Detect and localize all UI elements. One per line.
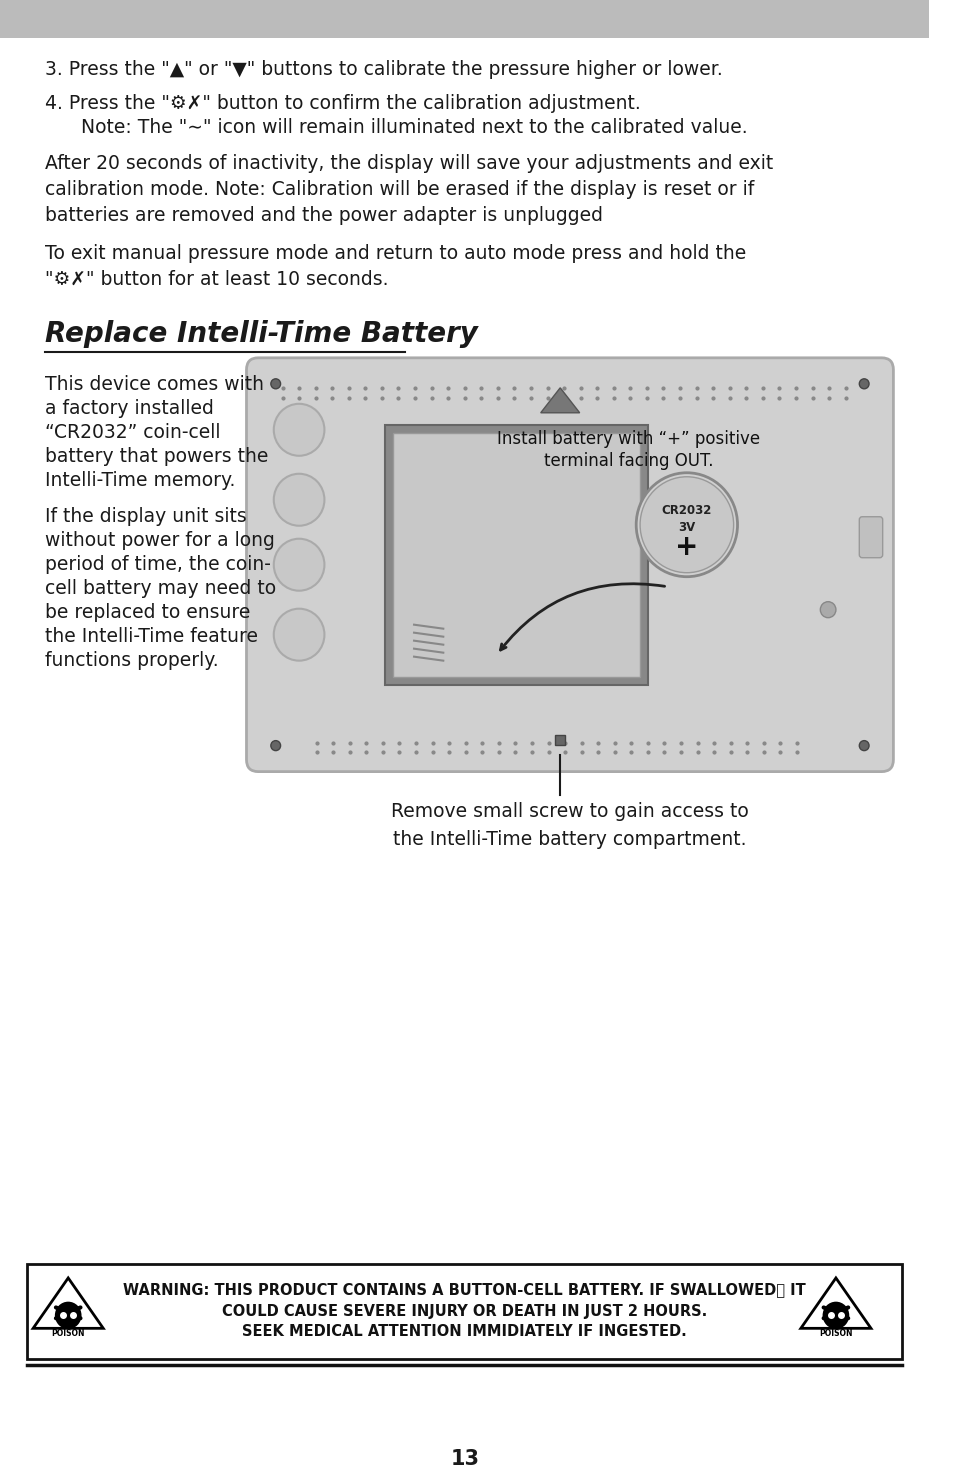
Circle shape [821,1301,848,1329]
Text: +: + [675,532,698,560]
Circle shape [274,609,324,661]
Bar [28,1264,902,1360]
Circle shape [859,379,868,389]
FancyBboxPatch shape [246,358,892,771]
Text: Install battery with “+” positive: Install battery with “+” positive [497,429,760,448]
Text: terminal facing OUT.: terminal facing OUT. [543,451,713,469]
Text: 4. Press the "⚙✗" button to confirm the calibration adjustment.: 4. Press the "⚙✗" button to confirm the … [45,94,639,114]
Circle shape [274,538,324,590]
Bar [384,425,647,684]
Text: without power for a long: without power for a long [45,531,274,550]
Text: COULD CAUSE SEVERE INJURY OR DEATH IN JUST 2 HOURS.: COULD CAUSE SEVERE INJURY OR DEATH IN JU… [222,1304,706,1319]
Text: cell battery may need to: cell battery may need to [45,578,275,597]
Text: Remove small screw to gain access to: Remove small screw to gain access to [391,801,748,820]
Text: batteries are removed and the power adapter is unplugged: batteries are removed and the power adap… [45,207,602,224]
Circle shape [636,473,737,577]
Text: POISON: POISON [51,1329,85,1338]
Text: "⚙✗" button for at least 10 seconds.: "⚙✗" button for at least 10 seconds. [45,270,388,289]
Text: This device comes with: This device comes with [45,375,264,394]
Text: If the display unit sits: If the display unit sits [45,507,246,525]
Text: battery that powers the: battery that powers the [45,447,268,466]
Polygon shape [33,1277,103,1329]
Text: 3. Press the "▲" or "▼" buttons to calibrate the pressure higher or lower.: 3. Press the "▲" or "▼" buttons to calib… [45,60,721,80]
Polygon shape [540,388,579,413]
Bar [555,735,564,745]
Circle shape [820,602,835,618]
Text: “CR2032” coin-cell: “CR2032” coin-cell [45,423,220,442]
Text: To exit manual pressure mode and return to auto mode press and hold the: To exit manual pressure mode and return … [45,243,745,263]
Text: Replace Intelli-Time Battery: Replace Intelli-Time Battery [45,320,477,348]
Circle shape [274,404,324,456]
Text: be replaced to ensure: be replaced to ensure [45,603,250,621]
Circle shape [639,476,733,572]
Text: 3V: 3V [678,521,695,534]
Text: WARNING: THIS PRODUCT CONTAINS A BUTTON-CELL BATTERY. IF SWALLOWED， IT: WARNING: THIS PRODUCT CONTAINS A BUTTON-… [123,1282,805,1298]
FancyBboxPatch shape [859,516,882,558]
Text: functions properly.: functions properly. [45,650,218,670]
Bar [393,432,639,677]
Circle shape [271,379,280,389]
Text: calibration mode. Note: Calibration will be erased if the display is reset or if: calibration mode. Note: Calibration will… [45,180,753,199]
Text: POISON: POISON [819,1329,852,1338]
Circle shape [859,740,868,751]
Circle shape [55,1301,81,1329]
Text: Note: The "∼" icon will remain illuminated next to the calibrated value.: Note: The "∼" icon will remain illuminat… [45,118,746,137]
Text: the Intelli-Time battery compartment.: the Intelli-Time battery compartment. [393,829,746,848]
Circle shape [274,473,324,525]
Bar [0,0,928,38]
Text: Intelli-Time memory.: Intelli-Time memory. [45,471,235,490]
Text: the Intelli-Time feature: the Intelli-Time feature [45,627,257,646]
Text: SEEK MEDICAL ATTENTION IMMIDIATELY IF INGESTED.: SEEK MEDICAL ATTENTION IMMIDIATELY IF IN… [242,1325,686,1339]
Text: period of time, the coin-: period of time, the coin- [45,555,271,574]
Polygon shape [800,1277,870,1329]
Text: a factory installed: a factory installed [45,398,213,417]
Text: After 20 seconds of inactivity, the display will save your adjustments and exit: After 20 seconds of inactivity, the disp… [45,153,772,173]
Text: CR2032: CR2032 [661,504,711,518]
Circle shape [271,740,280,751]
Text: 13: 13 [450,1450,478,1469]
